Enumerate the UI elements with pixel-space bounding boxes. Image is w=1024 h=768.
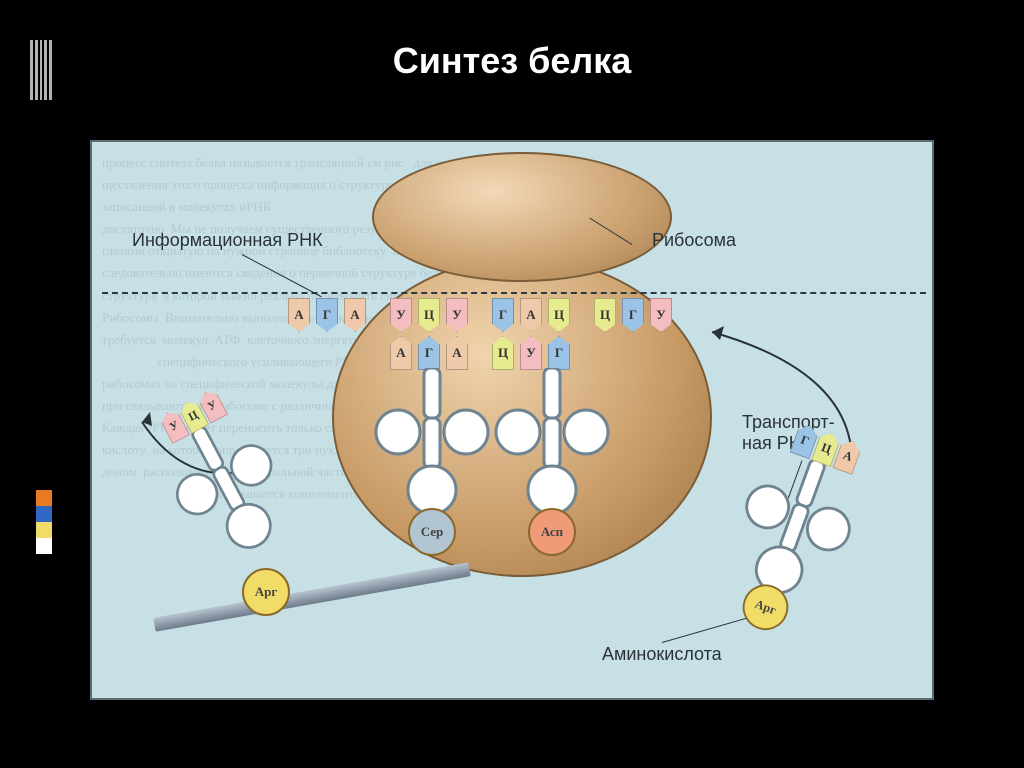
nucleotide: У — [650, 298, 672, 332]
amino-acid: Асп — [528, 508, 576, 556]
slide-accent-squares — [36, 490, 52, 554]
nucleotide: Г — [316, 298, 338, 332]
nucleotide: Ц — [548, 298, 570, 332]
nucleotide: А — [446, 336, 468, 370]
diagram-container: процесс синтеза белка называется трансля… — [90, 140, 934, 700]
accent-square — [36, 538, 52, 554]
trna-site-a: Сер — [372, 368, 492, 533]
trna-shape — [372, 368, 492, 528]
nucleotide: Г — [492, 298, 514, 332]
peptide-chain — [153, 562, 471, 631]
nucleotide: А — [390, 336, 412, 370]
amino-acid: Сер — [408, 508, 456, 556]
nucleotide: Г — [418, 336, 440, 370]
slide-ornament-stripes — [30, 40, 52, 100]
nucleotide: Ц — [492, 336, 514, 370]
accent-square — [36, 490, 52, 506]
trna-shape — [492, 368, 612, 528]
mrna-strand — [102, 292, 926, 294]
label-aminoacid: Аминокислота — [602, 644, 722, 665]
nucleotide: А — [344, 298, 366, 332]
trna-site-b: Асп — [492, 368, 612, 533]
slide-title: Синтез белка — [0, 0, 1024, 82]
nucleotide: Ц — [594, 298, 616, 332]
accent-square — [36, 522, 52, 538]
nucleotide: Г — [622, 298, 644, 332]
nucleotide: Ц — [418, 298, 440, 332]
ribosome-small-subunit — [372, 152, 672, 282]
nucleotide: А — [520, 298, 542, 332]
amino-acid-chain: Арг — [242, 568, 290, 616]
nucleotide: У — [520, 336, 542, 370]
label-mrna: Информационная РНК — [132, 230, 323, 251]
nucleotide: У — [446, 298, 468, 332]
nucleotide: А — [288, 298, 310, 332]
label-ribosome: Рибосома — [652, 230, 736, 251]
accent-square — [36, 506, 52, 522]
nucleotide: Г — [548, 336, 570, 370]
nucleotide: У — [390, 298, 412, 332]
